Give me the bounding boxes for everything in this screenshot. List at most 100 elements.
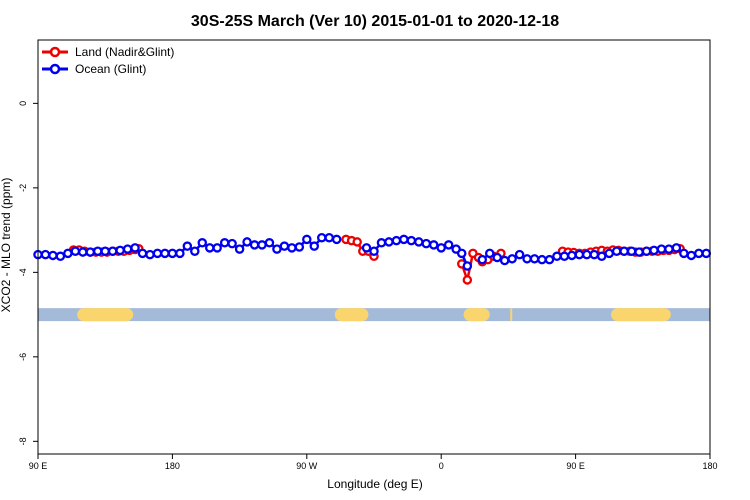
series-0-point bbox=[352, 237, 362, 247]
series-1-point bbox=[152, 248, 163, 259]
series-1-point bbox=[160, 248, 170, 259]
x-tick-label-0: 90 E bbox=[29, 461, 48, 471]
series-1-point bbox=[634, 247, 644, 257]
series-1-point bbox=[234, 244, 245, 254]
series-1-point bbox=[309, 241, 320, 251]
series-1-point bbox=[399, 234, 409, 245]
series-1-point bbox=[376, 238, 387, 248]
series-1-point bbox=[421, 238, 432, 249]
land-mask bbox=[38, 308, 710, 322]
series-1-point bbox=[55, 251, 66, 262]
land-segment-1 bbox=[334, 308, 369, 322]
series-1-point bbox=[582, 249, 592, 260]
x-tick-label-1: 180 bbox=[165, 461, 180, 471]
land-segment-4 bbox=[611, 308, 671, 322]
series-1-point bbox=[257, 240, 267, 250]
series-1-point bbox=[611, 246, 622, 256]
y-tick-label-0: 0 bbox=[18, 101, 28, 106]
legend: Land (Nadir&Glint) Ocean (Glint) bbox=[42, 45, 174, 76]
series-1-point bbox=[219, 238, 230, 248]
series-1-point bbox=[70, 246, 81, 256]
series-1-point bbox=[302, 234, 312, 245]
series-1-point bbox=[406, 235, 417, 246]
series-1-point bbox=[544, 254, 555, 265]
series-1-point bbox=[656, 244, 667, 254]
series-1-point bbox=[242, 237, 252, 247]
series-1-point bbox=[574, 249, 585, 260]
series-1-point bbox=[63, 248, 73, 259]
series-1-point bbox=[48, 250, 58, 261]
series-1-point bbox=[197, 238, 208, 248]
series-1-point bbox=[122, 244, 133, 254]
series-1-point bbox=[477, 254, 488, 265]
series-1-point bbox=[604, 248, 614, 259]
y-axis-label: XCO2 - MLO trend (ppm) bbox=[0, 178, 13, 313]
series-1-point bbox=[499, 255, 510, 266]
series-1-point bbox=[249, 240, 260, 250]
series-1-point bbox=[559, 251, 570, 262]
land-segment-0 bbox=[77, 308, 134, 322]
series-1-point bbox=[492, 252, 502, 263]
series-1-point bbox=[167, 248, 178, 259]
series-1-point bbox=[190, 246, 200, 256]
series-1-point bbox=[552, 251, 562, 262]
series-1 bbox=[33, 232, 712, 271]
series-1-point bbox=[514, 249, 525, 260]
series-1-point bbox=[85, 247, 96, 257]
series-1-point bbox=[456, 248, 467, 259]
land-segment-2 bbox=[463, 308, 490, 322]
series-1-point bbox=[264, 238, 275, 248]
legend-label-ocean: Ocean (Glint) bbox=[75, 62, 146, 76]
series-1-point bbox=[287, 243, 297, 253]
series-1-point bbox=[626, 246, 637, 256]
series-1-point bbox=[462, 261, 473, 271]
x-axis-label: Longitude (deg E) bbox=[327, 477, 422, 491]
legend-swatch-land-marker bbox=[49, 46, 61, 58]
series-1-point bbox=[384, 237, 394, 247]
series-1-point bbox=[279, 241, 290, 251]
series-1-point bbox=[537, 254, 547, 265]
series-1-point bbox=[212, 243, 222, 253]
y-tick-label-4: -8 bbox=[18, 437, 28, 445]
x-tick-label-2: 90 W bbox=[296, 461, 318, 471]
series-1-point bbox=[671, 243, 682, 253]
series-1-point bbox=[522, 254, 532, 264]
x-axis: 90 E 180 90 W 0 90 E 180 bbox=[29, 454, 718, 471]
series-layer bbox=[33, 232, 712, 285]
series-1-point bbox=[137, 248, 148, 259]
series-1-point bbox=[331, 234, 342, 245]
series-1-point bbox=[641, 246, 652, 256]
series-1-point bbox=[443, 240, 454, 250]
plot-frame bbox=[37, 39, 711, 455]
series-1-point bbox=[107, 246, 118, 256]
series-0-point bbox=[462, 275, 473, 285]
series-1-point bbox=[92, 246, 103, 256]
series-1-point bbox=[414, 237, 424, 247]
y-tick-label-3: -6 bbox=[18, 353, 28, 361]
series-1-point bbox=[596, 251, 607, 262]
series-1-point bbox=[78, 247, 88, 257]
series-1-point bbox=[567, 250, 577, 261]
series-1-point bbox=[679, 248, 689, 259]
series-1-point bbox=[316, 232, 327, 243]
series-1-point bbox=[484, 248, 495, 259]
series-1-point bbox=[649, 245, 659, 256]
series-1-point bbox=[664, 244, 674, 254]
series-1-point bbox=[40, 249, 51, 260]
y-tick-label-2: -4 bbox=[18, 268, 28, 276]
series-1-point bbox=[428, 240, 439, 250]
series-1-point bbox=[694, 248, 704, 259]
series-1-point bbox=[529, 254, 540, 264]
series-1-point bbox=[145, 249, 155, 260]
series-1-point bbox=[436, 243, 446, 253]
legend-swatch-ocean-marker bbox=[49, 63, 61, 75]
series-1-point bbox=[589, 249, 600, 260]
chart-title: 30S-25S March (Ver 10) 2015-01-01 to 202… bbox=[191, 13, 559, 30]
series-1-point bbox=[361, 243, 372, 253]
series-1-point bbox=[182, 241, 193, 251]
series-1-point bbox=[175, 248, 185, 259]
series-1-point bbox=[204, 243, 215, 253]
x-tick-label-4: 90 E bbox=[566, 461, 585, 471]
series-1-point bbox=[272, 244, 282, 254]
